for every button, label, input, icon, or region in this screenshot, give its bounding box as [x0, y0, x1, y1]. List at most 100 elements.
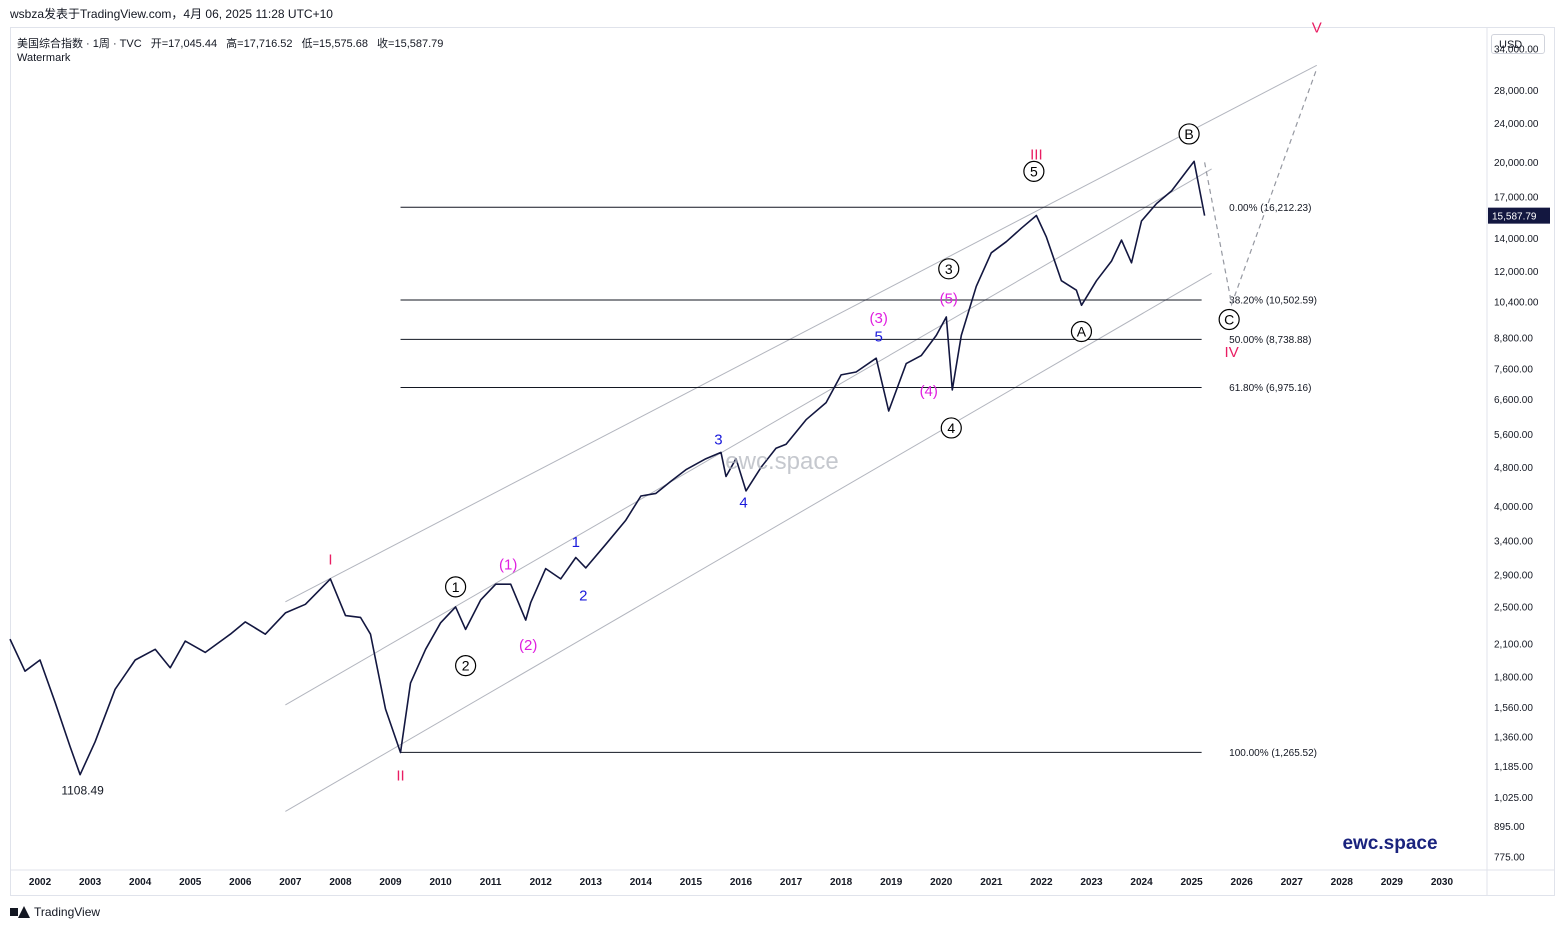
y-tick-label: 2,900.00 [1494, 571, 1533, 582]
wave-label: 2 [579, 587, 587, 604]
wave-label: 2 [462, 658, 470, 674]
x-tick-label: 2010 [429, 877, 452, 888]
wave-circle [455, 655, 477, 677]
low-value: 低=15,575.68 [301, 38, 368, 50]
wave-circle [1070, 320, 1093, 343]
publisher-line: wsbza发表于TradingView.com，4月 06, 2025 11:2… [10, 7, 333, 21]
x-tick-label: 2003 [79, 877, 102, 888]
symbol-legend: 美国综合指数 · 1周 · TVC 开=17,045.44 高=17,716.5… [17, 35, 449, 51]
x-tick-label: 2014 [630, 877, 653, 888]
wave-label: 1 [452, 579, 460, 595]
symbol-name[interactable]: 美国综合指数 · 1周 · TVC [17, 38, 142, 50]
x-tick-label: 2019 [880, 877, 903, 888]
x-tick-label: 2025 [1180, 877, 1203, 888]
wave-label: 3 [945, 261, 953, 277]
footer-brand[interactable]: TradingView [10, 905, 100, 919]
channel-line [285, 64, 1318, 603]
y-tick-label: 7,600.00 [1494, 365, 1533, 376]
x-tick-label: 2023 [1080, 877, 1103, 888]
wave-label: (3) [870, 310, 888, 327]
fib-level-label: 100.00% (1,265.52) [1229, 748, 1317, 759]
y-tick-label: 5,600.00 [1494, 430, 1533, 441]
y-tick-label: 2,100.00 [1494, 640, 1533, 651]
last-price-label: 15,587.79 [1492, 212, 1537, 223]
wave-label: (1) [499, 557, 517, 574]
wave-label: 5 [1030, 163, 1038, 179]
wave-label: B [1184, 126, 1193, 142]
wave-label: I [328, 552, 332, 569]
channel-line [285, 272, 1212, 812]
y-tick-label: 24,000.00 [1494, 119, 1539, 130]
channel-line [285, 168, 1212, 706]
x-tick-label: 2020 [930, 877, 953, 888]
y-tick-label: 17,000.00 [1494, 193, 1539, 204]
open-value: 开=17,045.44 [150, 38, 218, 50]
x-tick-label: 2009 [379, 877, 402, 888]
wave-circle [938, 258, 960, 280]
wave-label: (4) [920, 383, 938, 400]
wave-label: 3 [714, 431, 722, 448]
y-tick-label: 1,025.00 [1494, 793, 1533, 804]
x-tick-label: 2022 [1030, 877, 1053, 888]
x-tick-label: 2011 [480, 877, 502, 888]
watermark-legend[interactable]: Watermark [17, 52, 71, 64]
y-tick-label: 10,400.00 [1494, 298, 1539, 309]
x-tick-label: 2005 [179, 877, 202, 888]
x-tick-label: 2024 [1130, 877, 1153, 888]
price-line [9, 160, 1206, 776]
wave-label: III [1030, 146, 1043, 163]
wave-label: (5) [940, 290, 958, 307]
wave-label: A [1077, 323, 1087, 339]
close-value: 收=15,587.79 [377, 38, 444, 50]
y-tick-label: 8,800.00 [1494, 333, 1533, 344]
y-tick-label: 1,800.00 [1494, 673, 1533, 684]
wave-circle [445, 576, 467, 598]
x-tick-label: 2016 [730, 877, 753, 888]
low-price-label: 1108.49 [61, 783, 104, 797]
y-tick-label: 1,560.00 [1494, 703, 1533, 714]
x-tick-label: 2007 [279, 877, 302, 888]
x-tick-label: 2008 [329, 877, 352, 888]
y-tick-label: 1,185.00 [1494, 762, 1533, 773]
wave-label: II [396, 767, 404, 784]
y-tick-label: 4,000.00 [1494, 502, 1533, 513]
y-tick-label: 1,360.00 [1494, 733, 1533, 744]
x-tick-label: 2021 [980, 877, 1003, 888]
x-tick-label: 2017 [780, 877, 803, 888]
tradingview-logo-icon [10, 906, 30, 918]
y-tick-label: 20,000.00 [1494, 158, 1539, 169]
center-watermark: ewc.space [725, 448, 838, 475]
high-value: 高=17,716.52 [226, 38, 293, 50]
y-tick-label: 28,000.00 [1494, 86, 1539, 97]
x-tick-label: 2028 [1331, 877, 1354, 888]
projection-path [1204, 68, 1318, 307]
wave-circle [1178, 123, 1200, 145]
currency-button[interactable]: USD [1491, 34, 1545, 54]
y-tick-label: 14,000.00 [1494, 234, 1539, 245]
y-tick-label: 2,500.00 [1494, 602, 1533, 613]
x-tick-label: 2029 [1381, 877, 1404, 888]
y-tick-label: 4,800.00 [1494, 463, 1533, 474]
fib-level-label: 61.80% (6,975.16) [1229, 383, 1311, 394]
wave-circle [1023, 160, 1045, 182]
x-tick-label: 2006 [229, 877, 252, 888]
x-tick-label: 2015 [680, 877, 703, 888]
x-tick-label: 2026 [1231, 877, 1254, 888]
brand-watermark: ewc.space [1342, 833, 1437, 854]
wave-circle [940, 417, 962, 439]
x-tick-label: 2018 [830, 877, 853, 888]
wave-circle [1218, 308, 1240, 331]
fib-level-label: 50.00% (8,738.88) [1229, 335, 1311, 346]
y-tick-label: 6,600.00 [1494, 395, 1533, 406]
fib-level-label: 0.00% (16,212.23) [1229, 203, 1311, 214]
y-tick-label: 3,400.00 [1494, 537, 1533, 548]
last-price-marker [1488, 207, 1550, 224]
wave-label: C [1224, 311, 1234, 327]
wave-label: 4 [739, 494, 747, 511]
wave-label: 4 [947, 420, 955, 436]
wave-label: V [1312, 20, 1322, 37]
x-tick-label: 2027 [1281, 877, 1304, 888]
y-tick-label: 12,000.00 [1494, 267, 1539, 278]
x-tick-label: 2004 [129, 877, 152, 888]
